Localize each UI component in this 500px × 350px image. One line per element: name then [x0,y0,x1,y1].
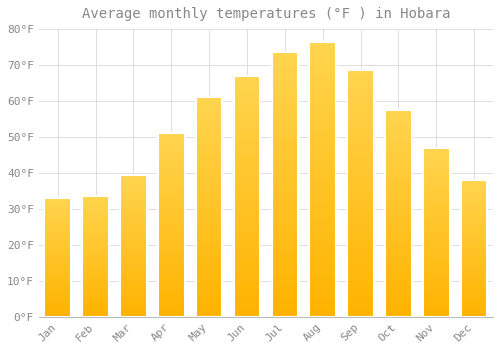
Bar [234,76,260,317]
Bar [385,110,411,317]
Bar [82,196,109,317]
Bar [272,52,298,317]
Bar [120,175,146,317]
Bar [423,148,450,317]
Bar [310,42,336,317]
Bar [348,70,374,317]
Bar [44,198,71,317]
Bar [461,180,487,317]
Bar [196,97,222,317]
Title: Average monthly temperatures (°F ) in Hobara: Average monthly temperatures (°F ) in Ho… [82,7,450,21]
Bar [158,133,184,317]
